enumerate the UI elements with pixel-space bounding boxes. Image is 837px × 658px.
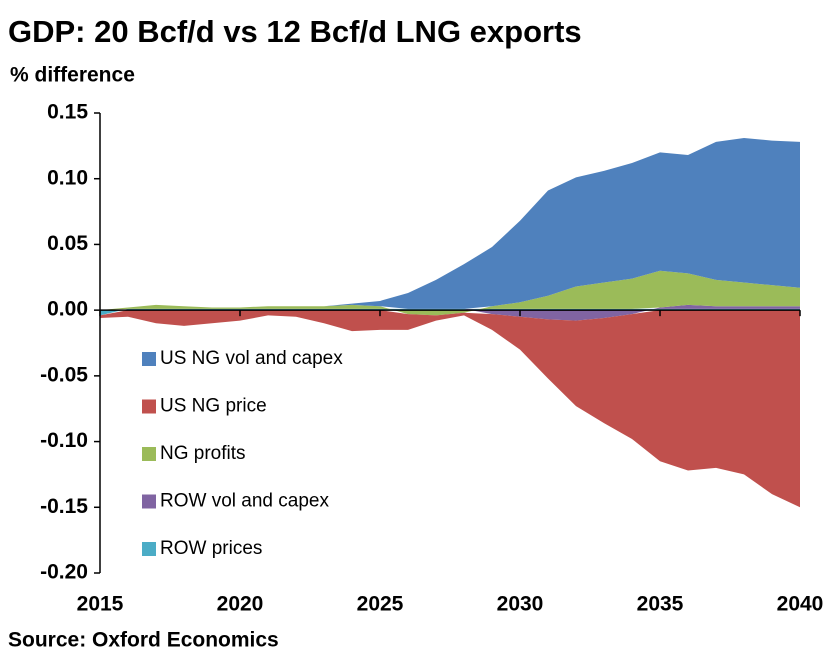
source: Source: Oxford Economics xyxy=(8,629,279,652)
legend-label: ROW prices xyxy=(160,538,262,559)
x-tick-label: 2015 xyxy=(77,593,124,616)
legend-swatch xyxy=(142,542,156,556)
x-tick-label: 2040 xyxy=(777,593,824,616)
area xyxy=(100,137,800,311)
area xyxy=(100,310,800,508)
chart-title: GDP: 20 Bcf/d vs 12 Bcf/d LNG exports xyxy=(8,14,582,49)
x-tick-label: 2020 xyxy=(217,593,264,616)
x-tick-label: 2030 xyxy=(497,593,544,616)
y-tick-label: 0.15 xyxy=(47,101,88,124)
y-tick-label: -0.10 xyxy=(40,429,88,452)
legend-swatch xyxy=(142,352,156,366)
legend-label: US NG vol and capex xyxy=(160,348,343,369)
legend-label: ROW vol and capex xyxy=(160,491,329,512)
y-tick-label: -0.20 xyxy=(40,561,88,584)
y-tick-label: 0.05 xyxy=(47,232,88,255)
y-tick-label: -0.15 xyxy=(40,495,88,518)
y-tick-label: -0.05 xyxy=(40,363,88,386)
area xyxy=(100,304,800,321)
y-axis-label: % difference xyxy=(10,64,135,87)
legend-label: US NG price xyxy=(160,396,267,417)
y-tick-label: 0.10 xyxy=(47,166,88,189)
x-tick-label: 2025 xyxy=(357,593,404,616)
area xyxy=(100,270,800,316)
legend-label: NG profits xyxy=(160,443,246,464)
legend-swatch xyxy=(142,494,156,509)
legend-swatch xyxy=(142,447,156,461)
y-tick-label: 0.00 xyxy=(47,298,88,321)
legend-swatch xyxy=(142,399,156,414)
x-tick-label: 2035 xyxy=(637,593,684,616)
